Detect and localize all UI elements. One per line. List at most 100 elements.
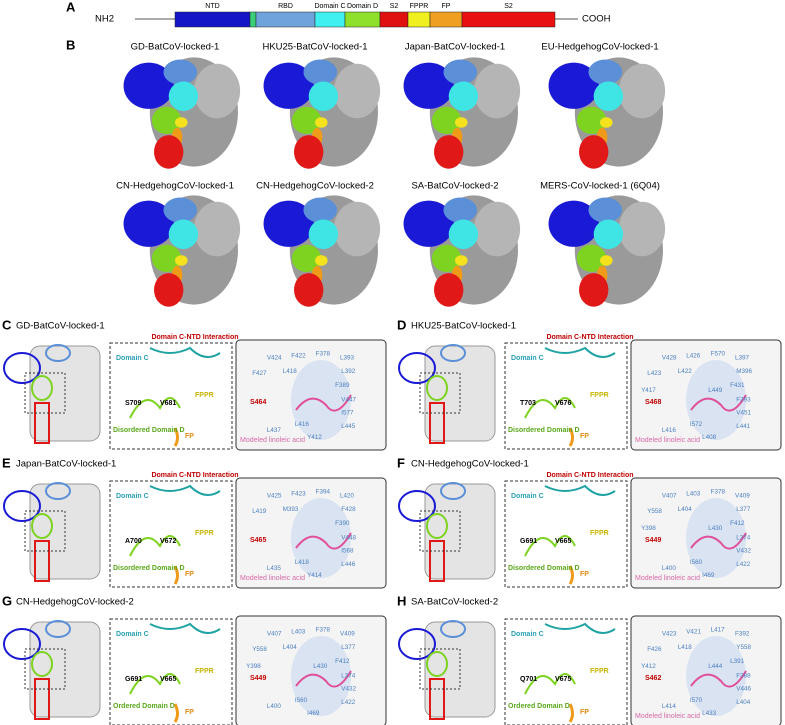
domain-segment xyxy=(314,11,346,28)
pocket-residue: L418 xyxy=(283,368,298,375)
pocket-residue: V423 xyxy=(662,630,677,637)
cartoon-domain-d xyxy=(31,513,53,539)
domain-d-label: Disordered Domain D xyxy=(113,427,185,434)
density-domain-d xyxy=(576,244,607,273)
domain-segment xyxy=(174,11,251,28)
structure-title: MERS-CoV-locked-1 (6Q04) xyxy=(540,181,660,192)
density-domain-d xyxy=(291,106,322,135)
detail-box xyxy=(109,480,233,588)
ribbon-c xyxy=(149,622,221,634)
pocket-residue: F570 xyxy=(711,351,726,358)
cartoon-rbd xyxy=(45,620,71,638)
panel-letter: C xyxy=(2,317,12,332)
pocket-residue: L404 xyxy=(736,699,751,706)
domain-d-label: Disordered Domain D xyxy=(508,427,580,434)
residue-label: S709 xyxy=(125,400,141,407)
fp-label: FP xyxy=(580,571,589,578)
density-domain-c xyxy=(168,219,199,249)
ligand-label: Modeled linoleic acid xyxy=(240,437,305,444)
ribbon-c xyxy=(149,346,221,358)
panel-title: HKU25-BatCoV-locked-1 xyxy=(411,321,516,332)
cartoon-domain-d xyxy=(426,375,448,401)
domain-label: NTD xyxy=(205,3,219,10)
pocket-residue: L374 xyxy=(736,535,751,542)
pocket-residue: L430 xyxy=(313,663,328,670)
pocket-residue: V432 xyxy=(736,547,751,554)
density-s2 xyxy=(434,135,464,169)
zoom-box xyxy=(24,510,66,552)
residue-label: G691 xyxy=(125,676,142,683)
cartoon-rbd xyxy=(440,620,466,638)
ligand-site: S449 xyxy=(250,675,266,682)
ribbon-d xyxy=(524,397,576,419)
pocket-residue: V409 xyxy=(340,630,355,637)
density-domain-d xyxy=(576,106,607,135)
pocket-residue: F423 xyxy=(291,490,306,497)
panel-letter: D xyxy=(397,317,406,332)
cartoon-s2 xyxy=(34,402,50,444)
cartoon-s2 xyxy=(429,402,445,444)
cartoon-s2 xyxy=(429,540,445,582)
domain-label: Domain C xyxy=(314,3,345,10)
structure-title: SA-BatCoV-locked-2 xyxy=(411,181,498,192)
pocket-residue: L377 xyxy=(736,506,751,513)
panel-letter: G xyxy=(2,593,12,608)
detail-box xyxy=(109,618,233,725)
density-ntd xyxy=(403,200,454,247)
c-terminus: COOH xyxy=(582,14,611,25)
structure-title: HKU25-BatCoV-locked-1 xyxy=(262,42,367,53)
density-domain-c xyxy=(308,219,339,249)
residue-label: A700 xyxy=(125,538,142,545)
fp-label: FP xyxy=(185,571,194,578)
ligand-label: Modeled linoleic acid xyxy=(635,713,700,720)
density-fppr xyxy=(455,117,468,128)
pocket-residue: F393 xyxy=(736,397,751,404)
pocket-residue: L397 xyxy=(735,354,750,361)
residue-label: G691 xyxy=(520,538,537,545)
domain-label: FP xyxy=(442,3,451,10)
pocket-residue: L400 xyxy=(267,703,282,710)
pocket-residue: F428 xyxy=(341,506,356,513)
pocket-residue: L416 xyxy=(295,421,310,428)
density-s2 xyxy=(579,135,609,169)
pocket-residue: F388 xyxy=(736,673,751,680)
pocket-residue: Y414 xyxy=(307,572,322,579)
domain-label: S2 xyxy=(504,3,513,10)
domain-d-label: Ordered Domain D xyxy=(508,703,570,710)
panel-letter: H xyxy=(397,593,406,608)
pocket-residue: V447 xyxy=(341,397,356,404)
pocket-residue: I469 xyxy=(702,572,715,579)
pocket-residue: F378 xyxy=(711,489,726,496)
fppr-label: FPPR xyxy=(195,668,214,675)
ribbon-c xyxy=(544,484,616,496)
pocket-residue: L449 xyxy=(708,387,723,394)
fppr-label: FPPR xyxy=(590,392,609,399)
zoom-box xyxy=(419,372,461,414)
cartoon-ntd xyxy=(3,490,41,522)
cartoon-domain-d xyxy=(426,513,448,539)
ligand-label: Modeled linoleic acid xyxy=(240,575,305,582)
cartoon-domain-d xyxy=(31,651,53,677)
detail-box xyxy=(504,618,628,725)
density-ntd xyxy=(403,62,454,109)
panel-title: GD-BatCoV-locked-1 xyxy=(16,321,105,332)
pocket-residue: Y558 xyxy=(252,646,267,653)
ribbon-fp xyxy=(173,427,179,447)
pocket-residue: I560 xyxy=(295,697,308,704)
cartoon-ntd xyxy=(398,628,436,660)
pocket-residue: L435 xyxy=(267,565,282,572)
domain-c-label: Domain C xyxy=(116,493,149,500)
pocket-residue: L441 xyxy=(736,423,751,430)
panel-letter: A xyxy=(66,0,76,14)
structure-title: Japan-BatCoV-locked-1 xyxy=(405,42,505,53)
ligand xyxy=(295,394,352,412)
pocket-residue: I568 xyxy=(341,547,354,554)
cartoon-domain-d xyxy=(31,375,53,401)
pocket-residue: Y412 xyxy=(307,434,322,441)
domain-segment xyxy=(379,11,409,28)
domain-label: Domain D xyxy=(347,3,378,10)
density-fppr xyxy=(315,117,328,128)
domain-segment xyxy=(461,11,556,28)
detail-box xyxy=(504,342,628,450)
pocket-residue: I469 xyxy=(307,710,320,717)
